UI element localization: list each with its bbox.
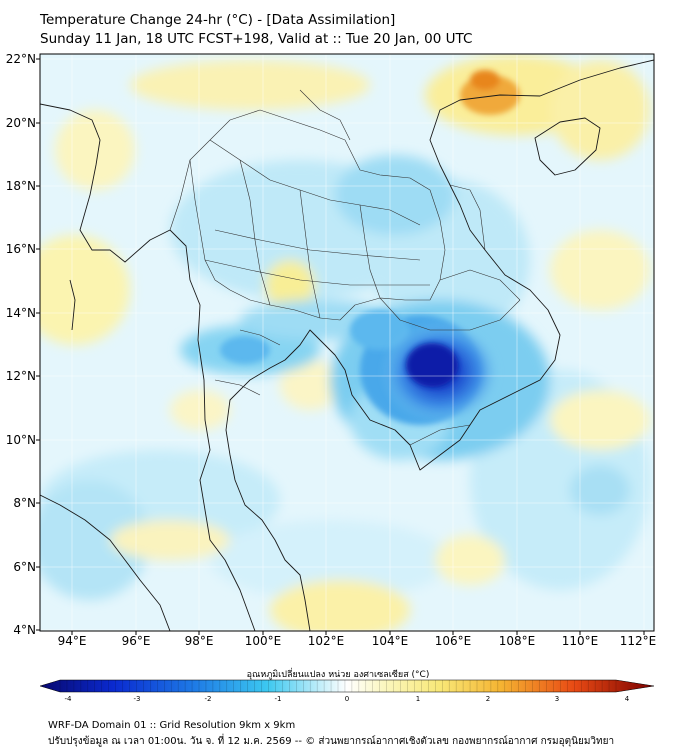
lon-label: 100°E — [245, 634, 282, 648]
temperature-field — [40, 54, 654, 631]
colorbar-tick: 3 — [555, 695, 559, 703]
lat-label: 10°N — [6, 433, 36, 447]
admin-borders — [169, 89, 521, 446]
lon-label: 110°E — [562, 634, 599, 648]
colorbar-tick: -3 — [134, 695, 141, 703]
lon-label: 104°E — [372, 634, 409, 648]
lat-label: 6°N — [13, 560, 36, 574]
colorbar-tick: 1 — [416, 695, 420, 703]
colorbar-tick: 0 — [345, 695, 349, 703]
lon-label: 102°E — [308, 634, 345, 648]
lat-label: 22°N — [6, 52, 36, 66]
lat-label: 12°N — [6, 369, 36, 383]
lon-labels: 94°E 96°E 98°E 100°E 102°E 104°E 106°E 1… — [58, 634, 657, 648]
colorbar-bar — [39, 679, 655, 693]
lon-label: 106°E — [435, 634, 472, 648]
coastlines — [40, 59, 654, 631]
lat-label: 14°N — [6, 306, 36, 320]
colorbar: -4 -3 -2 -1 0 1 2 3 4 — [39, 679, 655, 703]
lon-label: 96°E — [122, 634, 151, 648]
lat-label: 4°N — [13, 623, 36, 637]
colorbar-tick: 4 — [625, 695, 630, 703]
colorbar-tick: 2 — [486, 695, 490, 703]
footer-credit: ปรับปรุงข้อมูล ณ เวลา 01:00น. วัน จ. ที่… — [48, 736, 615, 747]
graticule — [40, 54, 654, 631]
map-title: Temperature Change 24-hr (°C) - [Data As… — [40, 12, 396, 28]
lat-labels: 22°N 20°N 18°N 16°N 14°N 12°N 10°N 8°N 6… — [6, 52, 36, 637]
lat-label: 8°N — [13, 496, 36, 510]
colorbar-tick: -4 — [65, 695, 73, 703]
lon-label: 94°E — [58, 634, 87, 648]
lat-label: 18°N — [6, 179, 36, 193]
footer-model-info: WRF-DA Domain 01 :: Grid Resolution 9km … — [48, 720, 296, 731]
lat-label: 16°N — [6, 242, 36, 256]
map-frame — [39, 53, 655, 632]
lon-label: 112°E — [620, 634, 657, 648]
colorbar-title: อุณหภูมิเปลี่ยนแปลง หน่วย องศาเซลเซียส (… — [246, 670, 430, 680]
lon-label: 108°E — [499, 634, 536, 648]
colorbar-tick: -2 — [205, 695, 212, 703]
colorbar-tick: -1 — [275, 695, 282, 703]
lon-label: 98°E — [185, 634, 214, 648]
axis-ticks — [36, 58, 645, 635]
map-subtitle: Sunday 11 Jan, 18 UTC FCST+198, Valid at… — [40, 31, 473, 47]
lat-label: 20°N — [6, 116, 36, 130]
